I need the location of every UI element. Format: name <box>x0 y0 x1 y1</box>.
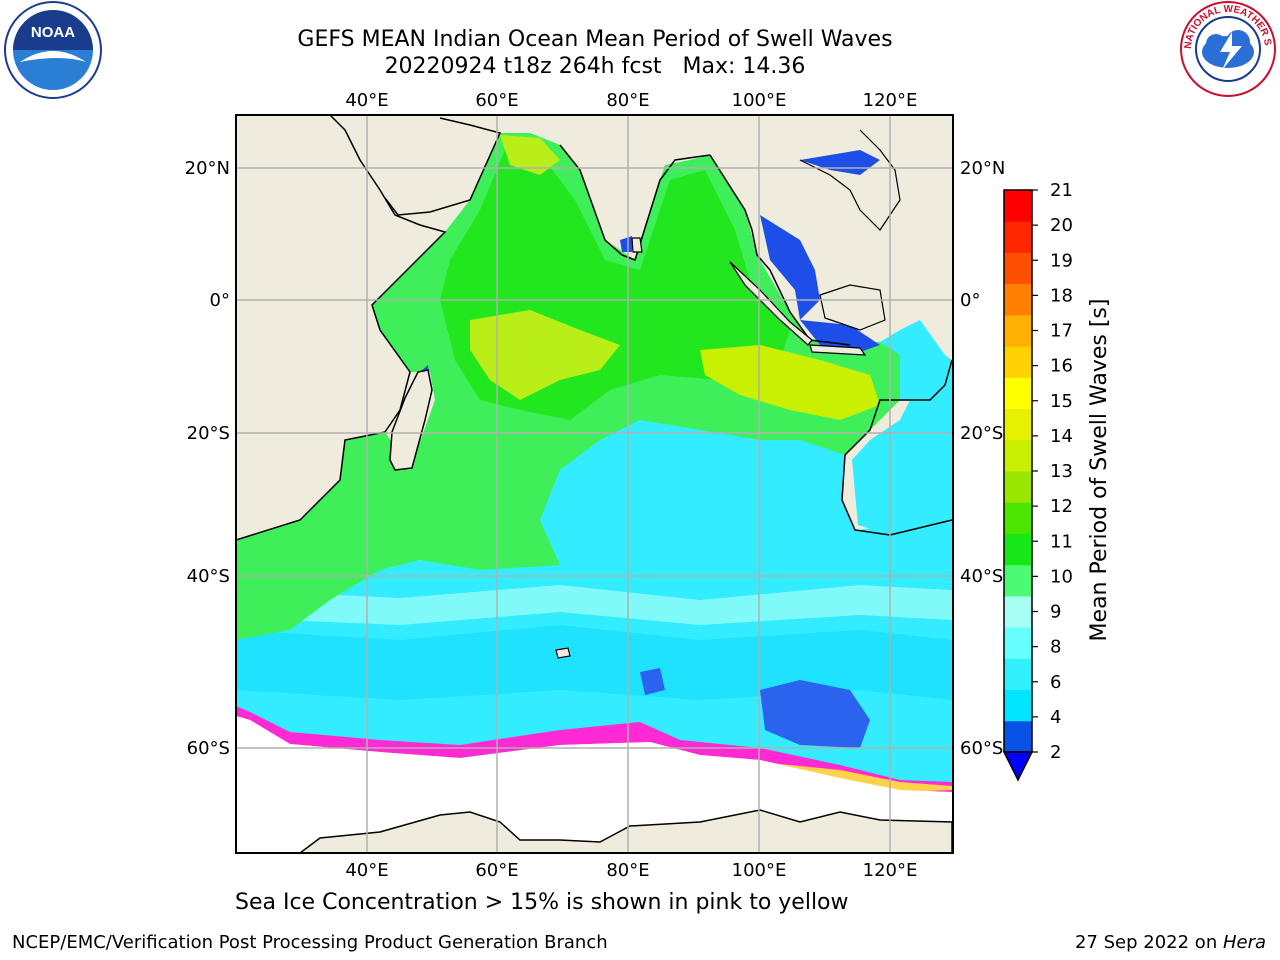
colorbar-tick-label: 8 <box>1050 637 1061 658</box>
map-panel <box>236 115 953 853</box>
coastline-australia <box>841 359 953 536</box>
colorbar-tick-label: 9 <box>1050 602 1061 623</box>
colorbar-tick-label: 12 <box>1050 496 1073 517</box>
lon-tick-bottom-label: 40°E <box>345 860 388 881</box>
lat-tick-right-label: 20°N <box>960 158 1005 179</box>
colorbar-segment <box>1004 190 1032 222</box>
noaa-logo: NOAA <box>4 1 102 99</box>
lon-tick-bottom-label: 60°E <box>475 860 518 881</box>
colorbar-segment <box>1004 283 1032 316</box>
footer-credit: NCEP/EMC/Verification Post Processing Pr… <box>12 932 608 953</box>
ocean-lightcyan <box>236 585 952 625</box>
colorbar-segment <box>1004 627 1032 659</box>
colorbar-tick-label: 16 <box>1050 356 1073 377</box>
colorbar-segment <box>1004 314 1032 347</box>
colorbar-extend-arrow <box>1002 751 1034 782</box>
lat-tick-left-label: 20°S <box>187 423 230 444</box>
colorbar-segment <box>1004 252 1032 285</box>
lat-labels: 20°N 0° 20°S 40°S 60°S 20°N 0° 20°S 40°S… <box>185 158 1006 759</box>
footer-date-text: 27 Sep 2022 on <box>1075 932 1223 953</box>
colorbar: 2 4 6 8 9 10 11 12 13 14 15 16 17 18 19 20 21 <box>1002 180 1073 782</box>
coastline-java <box>809 344 867 356</box>
lon-tick-bottom-label: 80°E <box>606 860 649 881</box>
lon-tick-bottom-label: 120°E <box>863 860 918 881</box>
swell-yellow-green-patch-2 <box>700 345 880 420</box>
colorbar-tick-label: 15 <box>1050 391 1073 412</box>
coastline-srilanka <box>631 237 643 253</box>
swell-blue-java-sea <box>800 320 880 352</box>
coastline-madagascar <box>389 369 433 471</box>
coastline-sumatra <box>729 261 813 346</box>
colorbar-tick-label: 13 <box>1050 461 1073 482</box>
swell-yellow-green-patch-3 <box>500 135 560 175</box>
colorbar-segment <box>1004 502 1032 534</box>
forecast-label: 20220924 t18z 264h fcst <box>384 54 662 79</box>
colorbar-tick-label: 20 <box>1050 215 1073 236</box>
lat-tick-right-label: 60°S <box>960 738 1003 759</box>
coastline-arabia <box>384 117 502 216</box>
coastline-africa <box>236 115 447 541</box>
lon-tick-top-label: 60°E <box>475 90 518 111</box>
max-label: Max: 14.36 <box>682 54 806 79</box>
nws-logo-text: NATIONAL WEATHER SERVICE <box>0 0 1273 49</box>
lat-tick-right-label: 40°S <box>960 566 1003 587</box>
colorbar-tick-label: 19 <box>1050 250 1073 271</box>
lat-tick-left-label: 40°S <box>187 566 230 587</box>
colorbar-segment <box>1004 720 1032 753</box>
colorbar-tick-label: 21 <box>1050 180 1073 201</box>
colorbar-segment <box>1004 221 1032 253</box>
colorbar-tick-label: 2 <box>1050 742 1061 763</box>
footer-date: 27 Sep 2022 on Hera <box>1075 932 1266 953</box>
lon-tick-top-label: 40°E <box>345 90 388 111</box>
lat-tick-right-label: 20°S <box>960 423 1003 444</box>
swell-blue-bay <box>620 236 632 252</box>
coastline-kerguelen <box>555 647 571 659</box>
swell-yellow-green-patch-1 <box>470 310 620 400</box>
lon-tick-top-label: 80°E <box>606 90 649 111</box>
map-title: GEFS MEAN Indian Ocean Mean Period of Sw… <box>297 27 893 52</box>
lat-tick-right-label: 0° <box>960 290 980 311</box>
colorbar-label: Mean Period of Swell Waves [s] <box>1087 299 1112 642</box>
colorbar-segment <box>1004 595 1032 628</box>
colorbar-segment <box>1004 377 1032 410</box>
lon-tick-bottom-label: 100°E <box>732 860 787 881</box>
nws-logo: NATIONAL WEATHER SERVICE <box>0 0 1276 97</box>
lat-tick-left-label: 20°N <box>185 158 230 179</box>
colorbar-segment <box>1004 346 1032 378</box>
colorbar-tick-label: 6 <box>1050 672 1061 693</box>
colorbar-tick-label: 11 <box>1050 531 1073 552</box>
footer-machine: Hera <box>1222 932 1266 953</box>
colorbar-segment <box>1004 689 1032 722</box>
swell-blue-sea-asia <box>760 215 820 320</box>
map-frame <box>235 114 954 854</box>
sea-ice-note: Sea Ice Concentration > 15% is shown in … <box>235 890 849 915</box>
grid-lines <box>236 115 953 853</box>
lon-labels: 40°E 60°E 80°E 100°E 120°E 40°E 60°E 80°… <box>345 90 917 881</box>
colorbar-segment <box>1004 471 1032 503</box>
ocean-cyan-south <box>236 625 952 700</box>
colorbar-segment <box>1004 658 1032 691</box>
colorbar-segment <box>1004 564 1032 597</box>
colorbar-tick-label: 18 <box>1050 285 1073 306</box>
lat-tick-left-label: 0° <box>210 290 230 311</box>
colorbar-segment <box>1004 439 1032 472</box>
lon-tick-top-label: 120°E <box>863 90 918 111</box>
coastline-indochina <box>799 129 901 231</box>
colorbar-segment <box>1004 533 1032 566</box>
noaa-logo-text: NOAA <box>31 24 75 41</box>
colorbar-segment <box>1004 408 1032 441</box>
colorbar-tick-label: 17 <box>1050 321 1073 342</box>
coastline-borneo <box>819 284 886 331</box>
swell-blue-south-2 <box>640 668 665 695</box>
lon-tick-top-label: 100°E <box>732 90 787 111</box>
lat-tick-left-label: 60°S <box>187 738 230 759</box>
swell-blue-south-1 <box>760 680 870 748</box>
antarctica-land <box>298 809 953 853</box>
colorbar-tick-label: 14 <box>1050 426 1073 447</box>
colorbar-tick-label: 4 <box>1050 707 1061 728</box>
colorbar-tick-label: 10 <box>1050 566 1073 587</box>
map-subtitle: 20220924 t18z 264h fcst Max: 14.36 <box>235 54 955 80</box>
